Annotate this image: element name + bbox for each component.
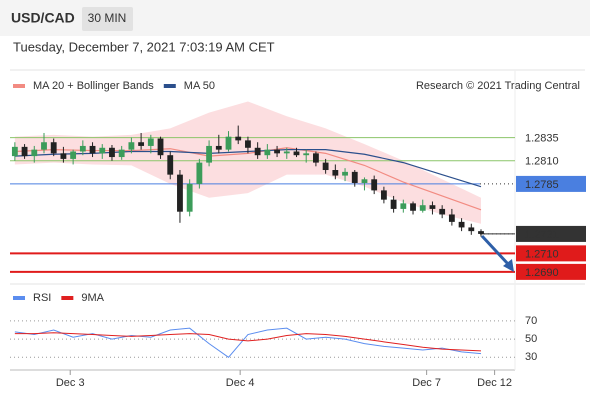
candle-body xyxy=(458,221,465,228)
level-box xyxy=(516,175,586,192)
candle-body xyxy=(332,170,339,176)
series-line xyxy=(14,332,482,352)
level-label: 1.2710 xyxy=(525,248,559,260)
level-box xyxy=(516,263,586,280)
candle-body xyxy=(31,149,38,157)
candle-body xyxy=(177,174,183,212)
timeframe-button[interactable] xyxy=(82,7,133,31)
candle-body xyxy=(215,145,222,150)
candle-body xyxy=(419,205,426,211)
source: Research © 2021 Trading Central xyxy=(416,80,580,92)
candle-body xyxy=(468,227,475,232)
candle-body xyxy=(448,214,455,222)
candle-body xyxy=(60,153,67,159)
legend-label: RSI xyxy=(33,292,51,304)
candle-body xyxy=(128,142,135,150)
candle-body xyxy=(283,151,290,154)
candle-body xyxy=(361,179,368,183)
legend-swatch xyxy=(163,84,176,88)
candle-body xyxy=(11,146,18,157)
candle-body xyxy=(380,190,387,200)
candle-body xyxy=(371,179,378,191)
candle-body xyxy=(342,171,348,176)
candle-body xyxy=(439,208,446,215)
x-tick-label: Dec 12 xyxy=(477,377,512,389)
y-tick-label: 50 xyxy=(525,333,537,345)
candle-body xyxy=(89,145,96,154)
candle-body xyxy=(147,138,154,146)
candle-body xyxy=(225,136,232,150)
candle-body xyxy=(322,162,329,171)
legend-swatch xyxy=(13,84,25,88)
candle-body xyxy=(186,183,193,212)
symbol: USD/CAD xyxy=(11,10,75,26)
forecast-arrow-head xyxy=(503,259,514,272)
candle-body xyxy=(264,149,271,156)
x-tick-label: Dec 4 xyxy=(226,377,255,389)
timeframe[interactable]: 30 MIN xyxy=(88,11,127,25)
legend-swatch xyxy=(61,296,74,300)
candle-body xyxy=(138,142,145,146)
candle-body xyxy=(293,151,300,156)
candle-body xyxy=(50,142,57,154)
candle-body xyxy=(478,231,484,234)
candle-body xyxy=(167,155,174,175)
plot: MA 20 + Bollinger Bands MA 50 1.2835 1.2810… xyxy=(10,80,586,389)
level-box xyxy=(516,225,586,242)
candle-body xyxy=(410,203,416,211)
forecast-arrow xyxy=(480,234,510,266)
candle-body xyxy=(400,203,407,209)
candle-body xyxy=(351,171,358,183)
candle-body xyxy=(99,147,106,154)
candle-body xyxy=(390,199,397,209)
candle-body xyxy=(313,153,319,163)
candle-body xyxy=(70,151,77,159)
level-label: 1.2810 xyxy=(525,156,559,168)
candle-body xyxy=(109,147,115,158)
x-tick-label: Dec 7 xyxy=(412,377,441,389)
legend-label: MA 50 xyxy=(184,80,215,92)
candle-body xyxy=(206,145,212,163)
candle-body xyxy=(21,146,28,157)
date: Tuesday, December 7, 2021 7:03:19 AM CET xyxy=(13,39,275,54)
candle-body xyxy=(429,205,436,209)
series-line xyxy=(14,327,482,358)
candle-body xyxy=(274,149,280,154)
candle-body xyxy=(79,145,86,152)
legend-label: MA 20 + Bollinger Bands xyxy=(33,80,154,92)
candle-body xyxy=(245,140,251,148)
x-tick-label: Dec 3 xyxy=(56,377,85,389)
candle-body xyxy=(196,162,203,184)
candle-body xyxy=(303,153,310,156)
candle-body xyxy=(41,142,47,150)
level-label: 1.2690 xyxy=(525,267,559,279)
candle-body xyxy=(118,149,125,158)
y-tick-label: 30 xyxy=(525,351,537,363)
legend-label: 9MA xyxy=(81,292,104,304)
level-label: 1.2785 xyxy=(525,179,559,191)
legend-swatch xyxy=(13,296,25,300)
level-label: 1.2731 xyxy=(525,229,559,241)
candle-body xyxy=(157,138,164,156)
bollinger-band xyxy=(14,101,482,224)
level-box xyxy=(516,245,586,262)
candle-body xyxy=(235,136,242,141)
candle-body xyxy=(254,147,261,156)
level-label: 1.2835 xyxy=(525,133,559,145)
y-tick-label: 70 xyxy=(525,315,537,327)
